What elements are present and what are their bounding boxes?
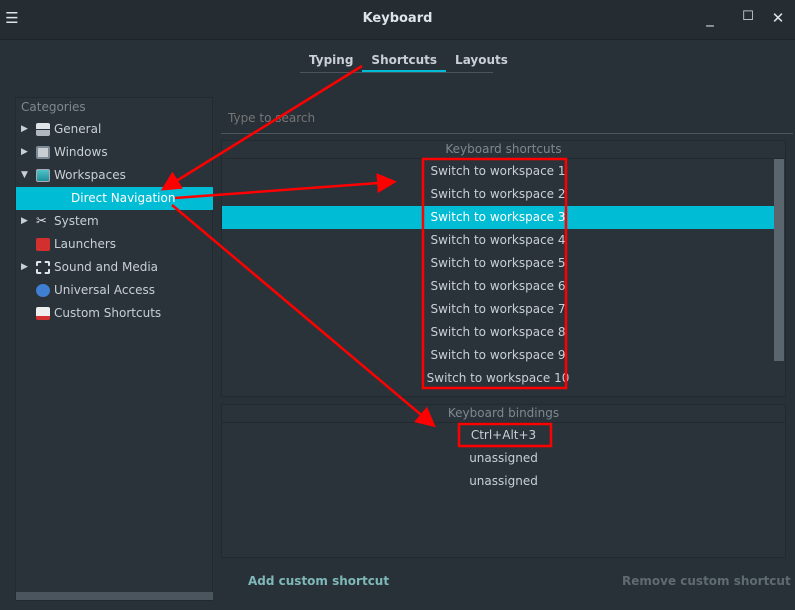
windows-icon [36, 146, 50, 159]
shortcut-row[interactable]: Switch to workspace 3 [222, 206, 774, 229]
custom-shortcuts-icon [36, 307, 50, 320]
system-icon: ✂ [36, 214, 47, 229]
binding-row[interactable]: unassigned [469, 451, 538, 465]
shortcuts-list: Keyboard shortcuts Switch to workspace 1… [221, 140, 786, 397]
shortcut-row[interactable]: Switch to workspace 5 [430, 256, 566, 270]
annotation-arrow [174, 173, 397, 200]
category-launchers[interactable]: Launchers [16, 233, 213, 256]
expand-arrow-icon[interactable]: ▶ [21, 147, 28, 157]
bindings-header: Keyboard bindings [222, 405, 785, 423]
expand-arrow-icon[interactable]: ▶ [21, 124, 28, 134]
category-workspaces[interactable]: ▼ Workspaces [16, 164, 213, 187]
category-system[interactable]: ▶ ✂ System [16, 210, 213, 233]
universal-access-icon [36, 284, 50, 297]
expand-arrow-icon[interactable]: ▶ [21, 262, 28, 272]
categories-header: Categories [21, 100, 86, 114]
shortcut-row[interactable]: Switch to workspace 10 [426, 371, 570, 385]
shortcut-row[interactable]: Switch to workspace 1 [430, 164, 566, 178]
remove-custom-shortcut-button[interactable]: Remove custom shortcut [622, 574, 791, 588]
tab-typing[interactable]: Typing [309, 53, 354, 67]
launchers-icon [36, 238, 50, 251]
minimize-icon[interactable]: _ [706, 9, 714, 27]
binding-row[interactable]: unassigned [469, 474, 538, 488]
annotation-arrow [160, 64, 363, 191]
workspaces-icon [36, 169, 50, 182]
tab-bar: Typing Shortcuts Layouts [300, 50, 508, 73]
shortcut-row[interactable]: Switch to workspace 9 [430, 348, 566, 362]
vertical-scrollbar[interactable] [774, 159, 784, 361]
bindings-list: Keyboard bindings Ctrl+Alt+3 unassigned … [221, 404, 786, 558]
shortcut-row[interactable]: Switch to workspace 6 [430, 279, 566, 293]
hamburger-icon[interactable]: ☰ [5, 9, 19, 27]
shortcut-row[interactable]: Switch to workspace 4 [430, 233, 566, 247]
category-general[interactable]: ▶ General [16, 118, 213, 141]
shortcut-row[interactable]: Switch to workspace 2 [430, 187, 566, 201]
horizontal-scrollbar[interactable] [16, 592, 213, 600]
category-windows[interactable]: ▶ Windows [16, 141, 213, 164]
add-custom-shortcut-button[interactable]: Add custom shortcut [248, 574, 390, 588]
annotation-arrow [171, 204, 436, 428]
collapse-arrow-icon[interactable]: ▼ [21, 170, 28, 180]
binding-row[interactable]: Ctrl+Alt+3 [470, 428, 537, 442]
category-universal-access[interactable]: Universal Access [16, 279, 213, 302]
general-icon [36, 123, 50, 136]
category-custom-shortcuts[interactable]: Custom Shortcuts [16, 302, 213, 325]
shortcut-row[interactable]: Switch to workspace 8 [430, 325, 566, 339]
category-sound-and-media[interactable]: ▶ Sound and Media [16, 256, 213, 279]
shortcut-row[interactable]: Switch to workspace 7 [430, 302, 566, 316]
close-icon[interactable]: ✕ [771, 9, 785, 27]
window-title: Keyboard [362, 11, 433, 26]
annotation-box-shortcuts [421, 157, 568, 390]
tab-shortcuts[interactable]: Shortcuts [362, 50, 447, 72]
category-direct-navigation[interactable]: Direct Navigation [16, 187, 213, 210]
search-input[interactable] [221, 102, 793, 134]
tab-layouts[interactable]: Layouts [455, 53, 508, 67]
expand-arrow-icon[interactable]: ▶ [21, 216, 28, 226]
title-bar: ☰ Keyboard _ ☐ ✕ [0, 0, 795, 40]
sound-media-icon [36, 261, 50, 274]
maximize-icon[interactable]: ☐ [742, 9, 754, 24]
annotation-box-binding [457, 422, 553, 448]
